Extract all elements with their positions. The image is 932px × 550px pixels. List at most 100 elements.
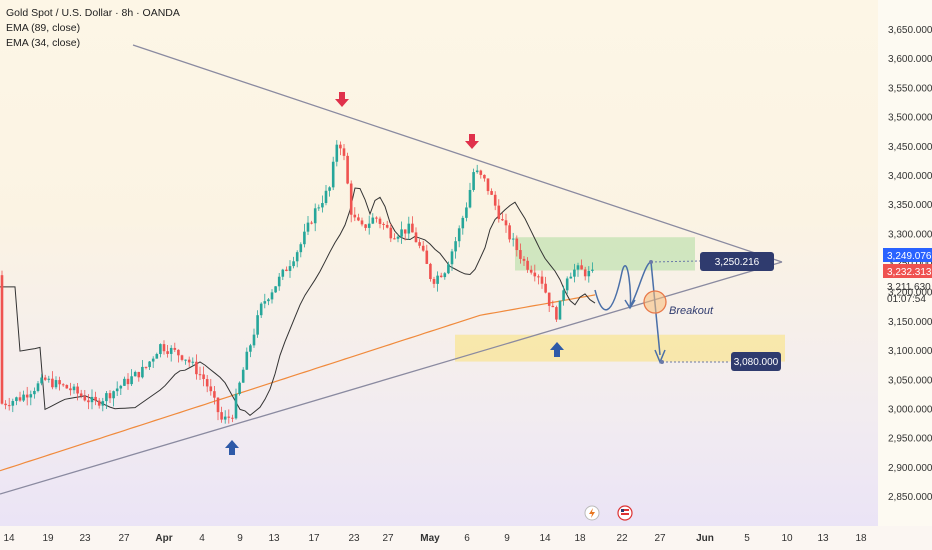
candle-body: [385, 224, 389, 228]
candle-body: [565, 278, 569, 291]
candle-body: [306, 222, 310, 232]
ema89-legend[interactable]: EMA (89, close): [6, 22, 81, 34]
time-tick-label: 13: [817, 533, 829, 544]
us-flag-calendar-icon[interactable]: [617, 505, 633, 521]
candle-body: [25, 394, 29, 398]
price-label-red: 3,232.313: [887, 267, 932, 278]
candle-body: [331, 161, 335, 188]
flash-icon[interactable]: [584, 505, 600, 521]
green-supply-zone: [515, 237, 695, 271]
candle-body: [537, 276, 540, 278]
price-tick-label: 3,500.000: [888, 113, 932, 124]
price-tick-label: 3,550.000: [888, 83, 932, 94]
candle-body: [238, 382, 241, 394]
candle-body: [414, 232, 418, 243]
candle-body: [450, 251, 454, 265]
candle-body: [357, 217, 360, 221]
candle-body: [259, 303, 263, 316]
candle-body: [461, 217, 465, 229]
candle-body: [40, 377, 43, 384]
candle-body: [403, 229, 407, 234]
yellow-target-zone: [455, 334, 785, 362]
candle-body: [65, 385, 69, 389]
ema34-legend[interactable]: EMA (34, close): [6, 37, 81, 49]
candle-body: [87, 400, 90, 403]
candle-body: [227, 416, 231, 418]
price-label-red-box: [883, 264, 932, 278]
flag-canton: [621, 509, 624, 512]
candle-body: [591, 269, 594, 271]
candle-body: [137, 371, 141, 378]
candle-body: [367, 223, 371, 228]
price-tick-label: 2,950.000: [888, 434, 932, 445]
candle-body: [267, 299, 270, 302]
up-arrow-icon: [550, 342, 564, 357]
time-tick-label: 18: [855, 533, 867, 544]
candle-body: [130, 376, 133, 385]
down-arrow-icon: [465, 134, 479, 149]
candle-body: [295, 252, 299, 262]
candle-body: [94, 396, 97, 401]
target-low-dot: [660, 360, 664, 364]
candle-body: [173, 347, 177, 350]
candle-body: [0, 275, 4, 404]
time-tick-label: Jun: [696, 533, 714, 544]
price-tick-label: 3,200.000: [888, 288, 932, 299]
time-tick-label: 9: [237, 533, 243, 544]
candle-body: [447, 264, 450, 274]
symbol-title[interactable]: Gold Spot / U.S. Dollar · 8h · OANDA: [6, 7, 180, 19]
candle-body: [515, 238, 519, 251]
candle-body: [184, 359, 187, 361]
target-high-line: [650, 260, 701, 263]
candle-body: [472, 172, 475, 190]
candle-body: [195, 361, 198, 375]
candle-body: [465, 207, 468, 218]
candle-body: [418, 242, 421, 246]
price-tick-label: 2,900.000: [888, 463, 932, 474]
candle-body: [220, 412, 223, 420]
candle-body: [223, 416, 227, 420]
candle-body: [360, 220, 364, 225]
target-high-box: [700, 252, 774, 271]
candle-body: [313, 208, 317, 224]
candle-body: [180, 355, 184, 360]
candle-body: [533, 272, 537, 277]
candle-body: [123, 378, 126, 386]
candle-body: [569, 276, 573, 279]
candle-body: [504, 220, 508, 226]
time-tick-label: 4: [199, 533, 205, 544]
candle-body: [429, 263, 432, 280]
candle-body: [33, 390, 36, 395]
target-low-box: [731, 352, 781, 371]
candle-body: [126, 378, 130, 385]
price-tick-label: 3,100.000: [888, 346, 932, 357]
upper-trendline: [132, 44, 783, 263]
candle-body: [148, 361, 151, 368]
candle-body: [483, 174, 486, 179]
time-tick-label: 18: [574, 533, 586, 544]
candle-body: [389, 227, 393, 239]
legend: Gold Spot / U.S. Dollar · 8h · OANDA EMA…: [6, 6, 180, 51]
candle-body: [191, 361, 195, 363]
candle-body: [317, 207, 321, 209]
time-tick-label: 6: [464, 533, 470, 544]
candle-body: [349, 183, 353, 215]
candle-body: [133, 371, 137, 377]
candle-body: [303, 231, 306, 245]
candle-body: [11, 401, 15, 406]
candle-body: [245, 351, 249, 370]
candle-body: [151, 358, 155, 362]
candle-body: [526, 260, 529, 270]
time-tick-label: 14: [3, 533, 15, 544]
candle-body: [4, 403, 7, 406]
candle-body: [468, 189, 472, 208]
candle-body: [396, 236, 400, 239]
price-tick-label: 3,300.000: [888, 229, 932, 240]
candle-body: [7, 405, 11, 407]
candle-body: [490, 191, 493, 195]
time-tick-label: 14: [539, 533, 551, 544]
candle-body: [511, 238, 515, 240]
candle-body: [105, 393, 108, 402]
